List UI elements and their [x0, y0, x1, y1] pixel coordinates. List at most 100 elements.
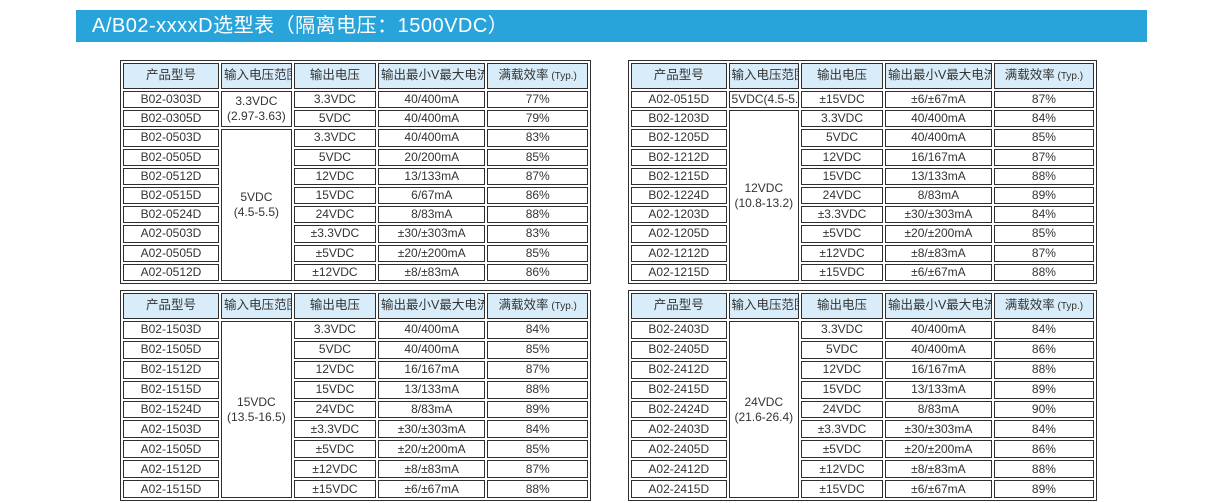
product-table: 产品型号 输入电压范围 输出电压 输出最小V最大电流 满载效率 (Typ.) B02-03…: [121, 61, 590, 283]
cell-model: A02-0515D: [631, 91, 727, 109]
cell-output-current: 40/400mA: [884, 340, 992, 359]
cell-output-current: 8/83mA: [884, 400, 992, 419]
efficiency-typ-suffix: (Typ.): [548, 71, 577, 83]
cell-efficiency: 88%: [993, 360, 1094, 379]
cell-output-voltage: ±3.3VDC: [293, 420, 377, 439]
cell-model: B02-1503D: [123, 321, 219, 339]
cell-output-voltage: ±12VDC: [293, 263, 377, 281]
cell-efficiency: 87%: [487, 360, 588, 379]
col-header-model: 产品型号: [631, 293, 727, 319]
cell-efficiency: 85%: [993, 225, 1094, 243]
cell-output-voltage: 12VDC: [293, 360, 377, 379]
cell-output-current: 20/200mA: [378, 148, 486, 166]
cell-output-current: 40/400mA: [378, 129, 486, 147]
cell-output-current: 16/167mA: [884, 148, 992, 166]
cell-efficiency: 85%: [487, 340, 588, 359]
cell-output-voltage: ±12VDC: [801, 460, 883, 478]
cell-model: B02-2403D: [631, 321, 727, 339]
cell-output-voltage: 24VDC: [293, 400, 377, 419]
cell-output-voltage: 3.3VDC: [293, 129, 377, 147]
cell-output-current: ±20/±200mA: [884, 225, 992, 243]
cell-output-current: ±8/±83mA: [378, 460, 486, 478]
cell-output-current: 40/400mA: [378, 91, 486, 109]
col-header-efficiency: 满载效率 (Typ.): [487, 293, 588, 319]
cell-output-current: ±20/±200mA: [378, 440, 486, 459]
cell-model: A02-2412D: [631, 460, 727, 478]
selection-table-top-right: 产品型号 输入电压范围 输出电压 输出最小V最大电流 满载效率 (Typ.) A02-05…: [628, 60, 1097, 284]
cell-model: B02-1224D: [631, 186, 727, 205]
efficiency-label: 满载效率: [1004, 68, 1055, 83]
cell-efficiency: 89%: [993, 380, 1094, 399]
cell-model: A02-2415D: [631, 480, 727, 498]
efficiency-typ-suffix: (Typ.): [1054, 301, 1084, 313]
cell-model: B02-2412D: [631, 360, 727, 379]
table-row: B02-1515D 15VDC 13/133mA 88%: [123, 380, 588, 399]
cell-output-voltage: ±12VDC: [293, 460, 377, 478]
table-row: B02-2424D 24VDC 8/83mA 90%: [631, 400, 1094, 419]
cell-output-voltage: 5VDC: [293, 110, 377, 128]
cell-output-voltage: 3.3VDC: [293, 91, 377, 109]
cell-efficiency: 87%: [487, 460, 588, 478]
input-range-line: 24VDC: [744, 394, 784, 409]
col-header-efficiency: 满载效率 (Typ.): [993, 293, 1094, 319]
table-row: A02-1212D ±12VDC ±8/±83mA 87%: [631, 244, 1094, 262]
efficiency-label: 满载效率: [1004, 298, 1055, 313]
cell-output-current: ±8/±83mA: [884, 460, 992, 478]
cell-output-voltage: 3.3VDC: [801, 321, 883, 339]
cell-efficiency: 84%: [487, 321, 588, 339]
col-header-output-voltage: 输出电压: [293, 293, 377, 319]
efficiency-typ-suffix: (Typ.): [1054, 71, 1084, 83]
product-table: 产品型号 输入电压范围 输出电压 输出最小V最大电流 满载效率 (Typ.) B02-15…: [121, 291, 590, 500]
cell-output-voltage: ±5VDC: [801, 440, 883, 459]
cell-output-voltage: 5VDC: [293, 340, 377, 359]
cell-efficiency: 84%: [993, 321, 1094, 339]
cell-model: B02-0305D: [123, 110, 219, 128]
cell-efficiency: 77%: [487, 91, 588, 109]
cell-model: B02-0503D: [123, 129, 219, 147]
cell-model: A02-1512D: [123, 460, 219, 478]
cell-efficiency: 88%: [487, 480, 588, 498]
cell-efficiency: 88%: [993, 460, 1094, 478]
table-row: A02-1515D ±15VDC ±6/±67mA 88%: [123, 480, 588, 498]
cell-output-current: 8/83mA: [378, 206, 486, 224]
table-row: B02-0303D 3.3VDC (2.97-3.63) 3.3VDC 40/400mA…: [123, 91, 588, 128]
cell-model: A02-1503D: [123, 420, 219, 439]
cell-output-current: 40/400mA: [884, 110, 992, 128]
cell-model: B02-1512D: [123, 360, 219, 379]
cell-input-range: 3.3VDC (2.97-3.63): [220, 91, 292, 128]
input-range-line: (13.5-16.5): [227, 409, 286, 424]
cell-output-voltage: ±3.3VDC: [293, 225, 377, 243]
cell-output-current: ±30/±303mA: [378, 420, 486, 439]
table-row: A02-1503D ±3.3VDC ±30/±303mA 84%: [123, 420, 588, 439]
cell-output-voltage: ±3.3VDC: [801, 420, 883, 439]
cell-efficiency: 85%: [487, 440, 588, 459]
cell-input-range: 24VDC (21.6-26.4): [728, 321, 800, 498]
table-row: B02-0503D 5VDC (4.5-5.5) 3.3VDC 40/400mA 83%: [123, 129, 588, 281]
col-header-output-voltage: 输出电压: [293, 63, 377, 89]
input-range-line: (10.8-13.2): [734, 195, 794, 210]
cell-model: B02-1515D: [123, 380, 219, 399]
input-range-line: (21.6-26.4): [734, 409, 794, 424]
col-header-model: 产品型号: [123, 293, 219, 319]
col-header-output-voltage: 输出电压: [801, 293, 883, 319]
cell-efficiency: 84%: [993, 206, 1094, 224]
cell-output-voltage: 24VDC: [801, 400, 883, 419]
cell-input-range: 15VDC (13.5-16.5): [220, 321, 292, 498]
cell-output-current: ±20/±200mA: [884, 440, 992, 459]
selection-table-top-left: 产品型号 输入电压范围 输出电压 输出最小V最大电流 满载效率 (Typ.) B02-03…: [120, 60, 591, 284]
input-range-line: (4.5-5.5): [233, 205, 280, 220]
cell-model: B02-2405D: [631, 340, 727, 359]
product-table: 产品型号 输入电压范围 输出电压 输出最小V最大电流 满载效率 (Typ.) B02-24…: [629, 291, 1096, 500]
cell-output-voltage: ±5VDC: [801, 225, 883, 243]
cell-output-current: ±6/±67mA: [884, 263, 992, 281]
cell-output-current: ±6/±67mA: [378, 480, 486, 498]
cell-efficiency: 83%: [487, 225, 588, 243]
cell-output-voltage: 15VDC: [801, 167, 883, 185]
cell-model: A02-1203D: [631, 206, 727, 224]
table-row: A02-2412D ±12VDC ±8/±83mA 88%: [631, 460, 1094, 478]
table-row: A02-2403D ±3.3VDC ±30/±303mA 84%: [631, 420, 1094, 439]
cell-efficiency: 90%: [993, 400, 1094, 419]
table-row: B02-0305D 5VDC 40/400mA 79%: [123, 110, 588, 128]
col-header-input-range: 输入电压范围: [220, 63, 292, 89]
table-row: B02-1524D 24VDC 8/83mA 89%: [123, 400, 588, 419]
